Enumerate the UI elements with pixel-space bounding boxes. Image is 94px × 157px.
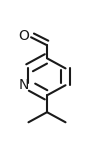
Text: O: O <box>18 29 29 43</box>
Text: N: N <box>18 78 29 92</box>
